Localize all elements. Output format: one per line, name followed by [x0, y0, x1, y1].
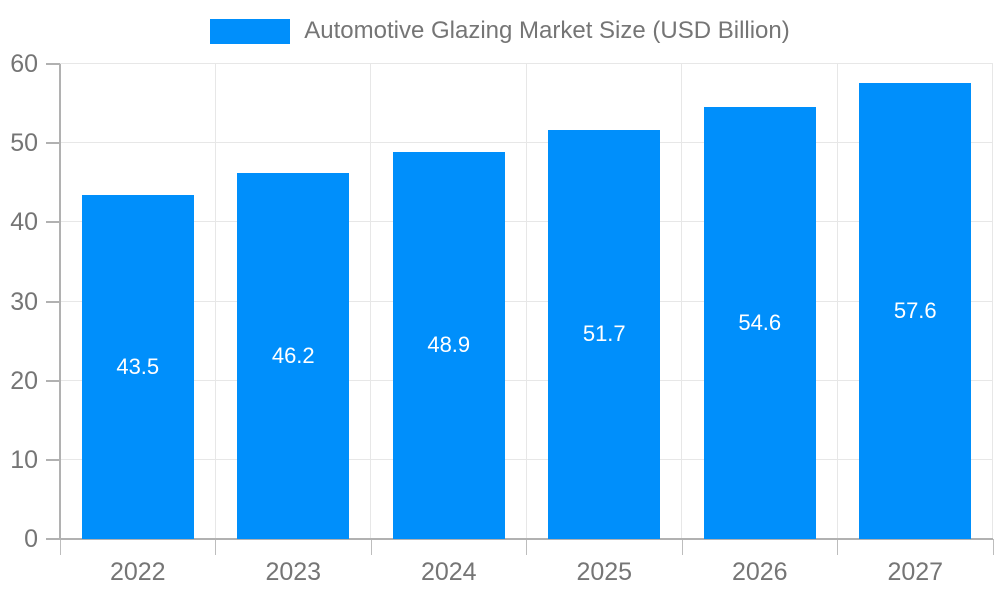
- y-axis-label: 20: [10, 366, 38, 395]
- x-gridline: [681, 64, 682, 539]
- plot-area: 0 10 20 30 40 50 60 43.5 2022 46.2 2023 48.9 2024 51.…: [10, 50, 994, 586]
- y-gridline: [60, 458, 993, 460]
- y-axis-label: 40: [10, 208, 38, 237]
- bar[interactable]: 57.6: [859, 83, 972, 539]
- x-tick: [837, 539, 838, 555]
- bar[interactable]: 54.6: [703, 106, 816, 539]
- x-gridline: [370, 64, 371, 539]
- x-tick: [59, 539, 61, 555]
- y-gridline: [60, 221, 993, 223]
- x-tick: [681, 539, 683, 555]
- bar[interactable]: 46.2: [237, 173, 350, 539]
- x-axis-label: 2024: [420, 558, 477, 586]
- y-gridline: [60, 300, 993, 302]
- x-axis-label: 2026: [731, 558, 788, 586]
- legend-item[interactable]: Automotive Glazing Market Size (USD Bill…: [210, 16, 790, 46]
- bar[interactable]: 43.5: [81, 194, 194, 539]
- bar[interactable]: 51.7: [548, 129, 661, 539]
- legend: Automotive Glazing Market Size (USD Bill…: [0, 16, 1000, 46]
- x-gridline: [214, 64, 216, 539]
- bar-value-label: 43.5: [116, 353, 160, 379]
- bar-value-label: 46.2: [271, 343, 315, 369]
- x-gridline: [525, 64, 527, 539]
- y-gridline: [60, 379, 993, 381]
- x-axis-label: 2023: [265, 558, 322, 586]
- y-axis-label: 30: [10, 287, 38, 316]
- y-tick: [46, 142, 60, 145]
- y-tick: [46, 379, 60, 382]
- y-gridline: [60, 63, 993, 64]
- x-axis-label: 2022: [109, 558, 166, 586]
- legend-swatch-icon: [210, 18, 291, 44]
- bar-value-label: 57.6: [893, 298, 937, 323]
- y-tick: [46, 63, 60, 65]
- x-tick: [992, 539, 994, 555]
- y-tick: [46, 300, 60, 303]
- x-gridline: [836, 64, 838, 539]
- legend-label: Automotive Glazing Market Size (USD Bill…: [304, 17, 790, 44]
- x-axis-label: 2025: [576, 558, 633, 586]
- y-axis-label: 10: [10, 445, 38, 474]
- x-tick: [526, 539, 527, 555]
- y-axis-label: 60: [10, 50, 38, 78]
- y-axis-label: 0: [24, 525, 38, 553]
- x-axis-label: 2027: [887, 558, 944, 586]
- y-axis-line: [59, 64, 61, 539]
- y-tick: [46, 458, 60, 461]
- x-tick: [370, 539, 372, 555]
- y-gridline: [60, 142, 993, 144]
- bar-value-label: 51.7: [582, 321, 626, 347]
- bar-value-label: 54.6: [738, 309, 782, 335]
- bar[interactable]: 48.9: [392, 151, 505, 539]
- x-tick: [215, 539, 216, 555]
- y-tick: [46, 221, 60, 224]
- y-axis-label: 50: [10, 129, 38, 158]
- bar-value-label: 48.9: [427, 332, 471, 358]
- x-gridline: [992, 64, 993, 539]
- x-axis-line: [46, 538, 993, 540]
